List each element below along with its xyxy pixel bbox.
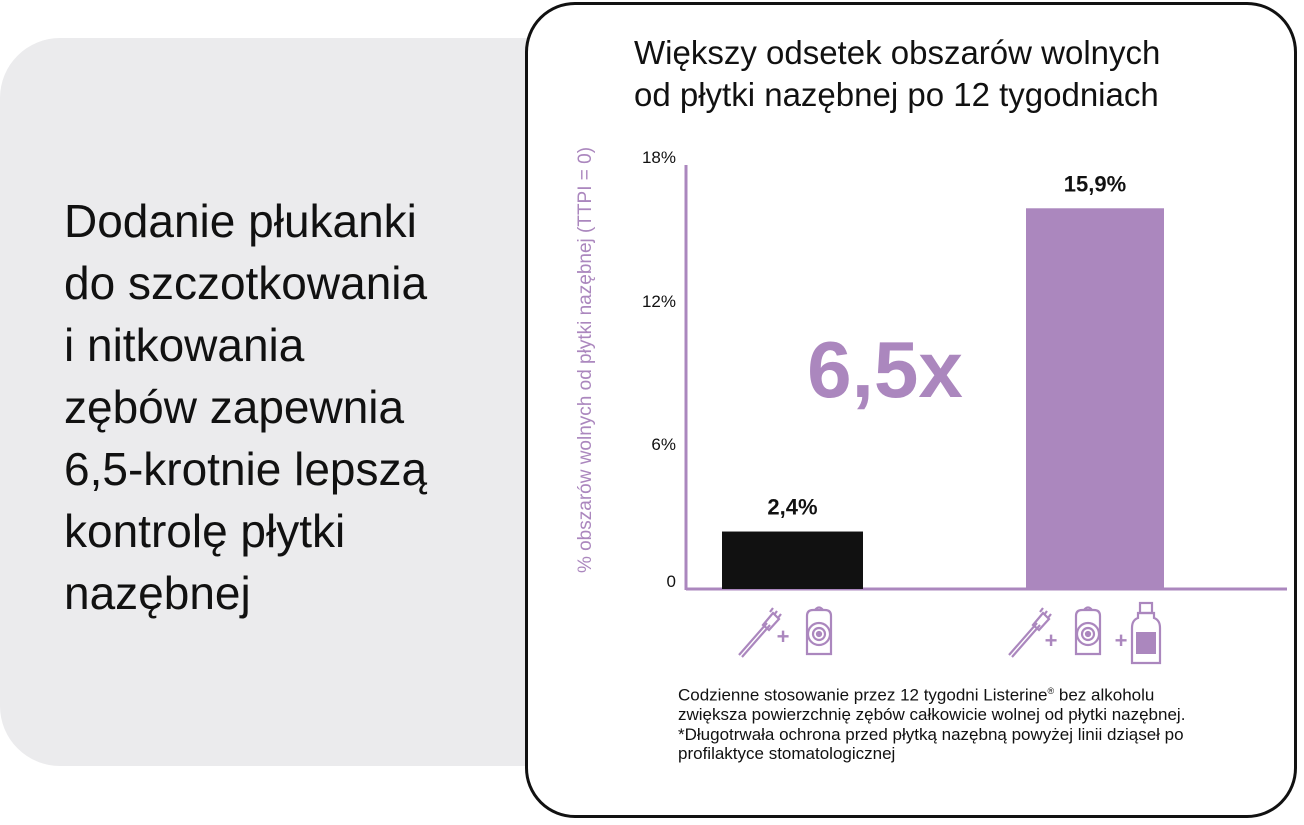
headline-line: kontrolę płytki xyxy=(64,505,346,557)
bar-value-label: 15,9% xyxy=(1064,171,1126,196)
y-tick-label: 18% xyxy=(641,148,676,167)
mouthwash-bottle-icon xyxy=(1130,601,1162,665)
toothbrush-icon xyxy=(1008,607,1052,658)
headline-line: i nitkowania xyxy=(64,319,305,371)
footnote-line-4: profilaktyce stomatologicznej xyxy=(678,744,896,764)
floss-icon xyxy=(1074,606,1102,656)
chart-title: Większy odsetek obszarów wolnych od płyt… xyxy=(634,32,1284,116)
chart-title-line: Większy odsetek obszarów wolnych xyxy=(634,34,1161,71)
headline-panel xyxy=(0,38,600,766)
chart-card xyxy=(525,2,1297,818)
multiplier-annotation: 6,5x xyxy=(807,325,963,414)
plus-sign: + xyxy=(1045,628,1058,653)
footnote-line-2: zwiększa powierzchnię zębów całkowicie w… xyxy=(678,705,1186,725)
bar-2 xyxy=(1026,208,1164,590)
footnote: Codzienne stosowanie przez 12 tygodni Li… xyxy=(678,682,1288,764)
category-1-icons: + xyxy=(738,606,833,658)
headline-line: zębów zapewnia xyxy=(64,381,405,433)
headline-line: 6,5-krotnie lepszą xyxy=(64,443,428,495)
footnote-line-3: *Długotrwała ochrona przed płytką nazębn… xyxy=(678,724,1184,744)
chart-title-line: od płytki nazębnej po 12 tygodniach xyxy=(634,76,1159,113)
headline-line: do szczotkowania xyxy=(64,257,428,309)
headline-line: Dodanie płukanki xyxy=(64,195,417,247)
category-2-icons: + + xyxy=(1008,601,1162,665)
footnote-line-1: Codzienne stosowanie przez 12 tygodni Li… xyxy=(678,682,1288,705)
headline: Dodanie płukanki do szczotkowania i nitk… xyxy=(64,190,524,624)
bar-value-label: 2,4% xyxy=(767,495,817,520)
plus-sign: + xyxy=(777,624,790,649)
plus-sign: + xyxy=(1115,628,1128,653)
y-tick-label: 12% xyxy=(641,291,676,311)
footnote-text: Codzienne stosowanie przez 12 tygodni Li… xyxy=(678,685,1048,705)
y-tick-label: 0 xyxy=(666,572,676,591)
footnote-text: bez alkoholu xyxy=(1054,685,1155,705)
floss-icon xyxy=(805,606,833,656)
registered-mark: ® xyxy=(1047,686,1055,696)
headline-line: nazębnej xyxy=(64,567,251,619)
toothbrush-icon xyxy=(738,607,782,658)
y-tick-label: 6% xyxy=(651,435,676,455)
bar-1 xyxy=(722,531,863,589)
